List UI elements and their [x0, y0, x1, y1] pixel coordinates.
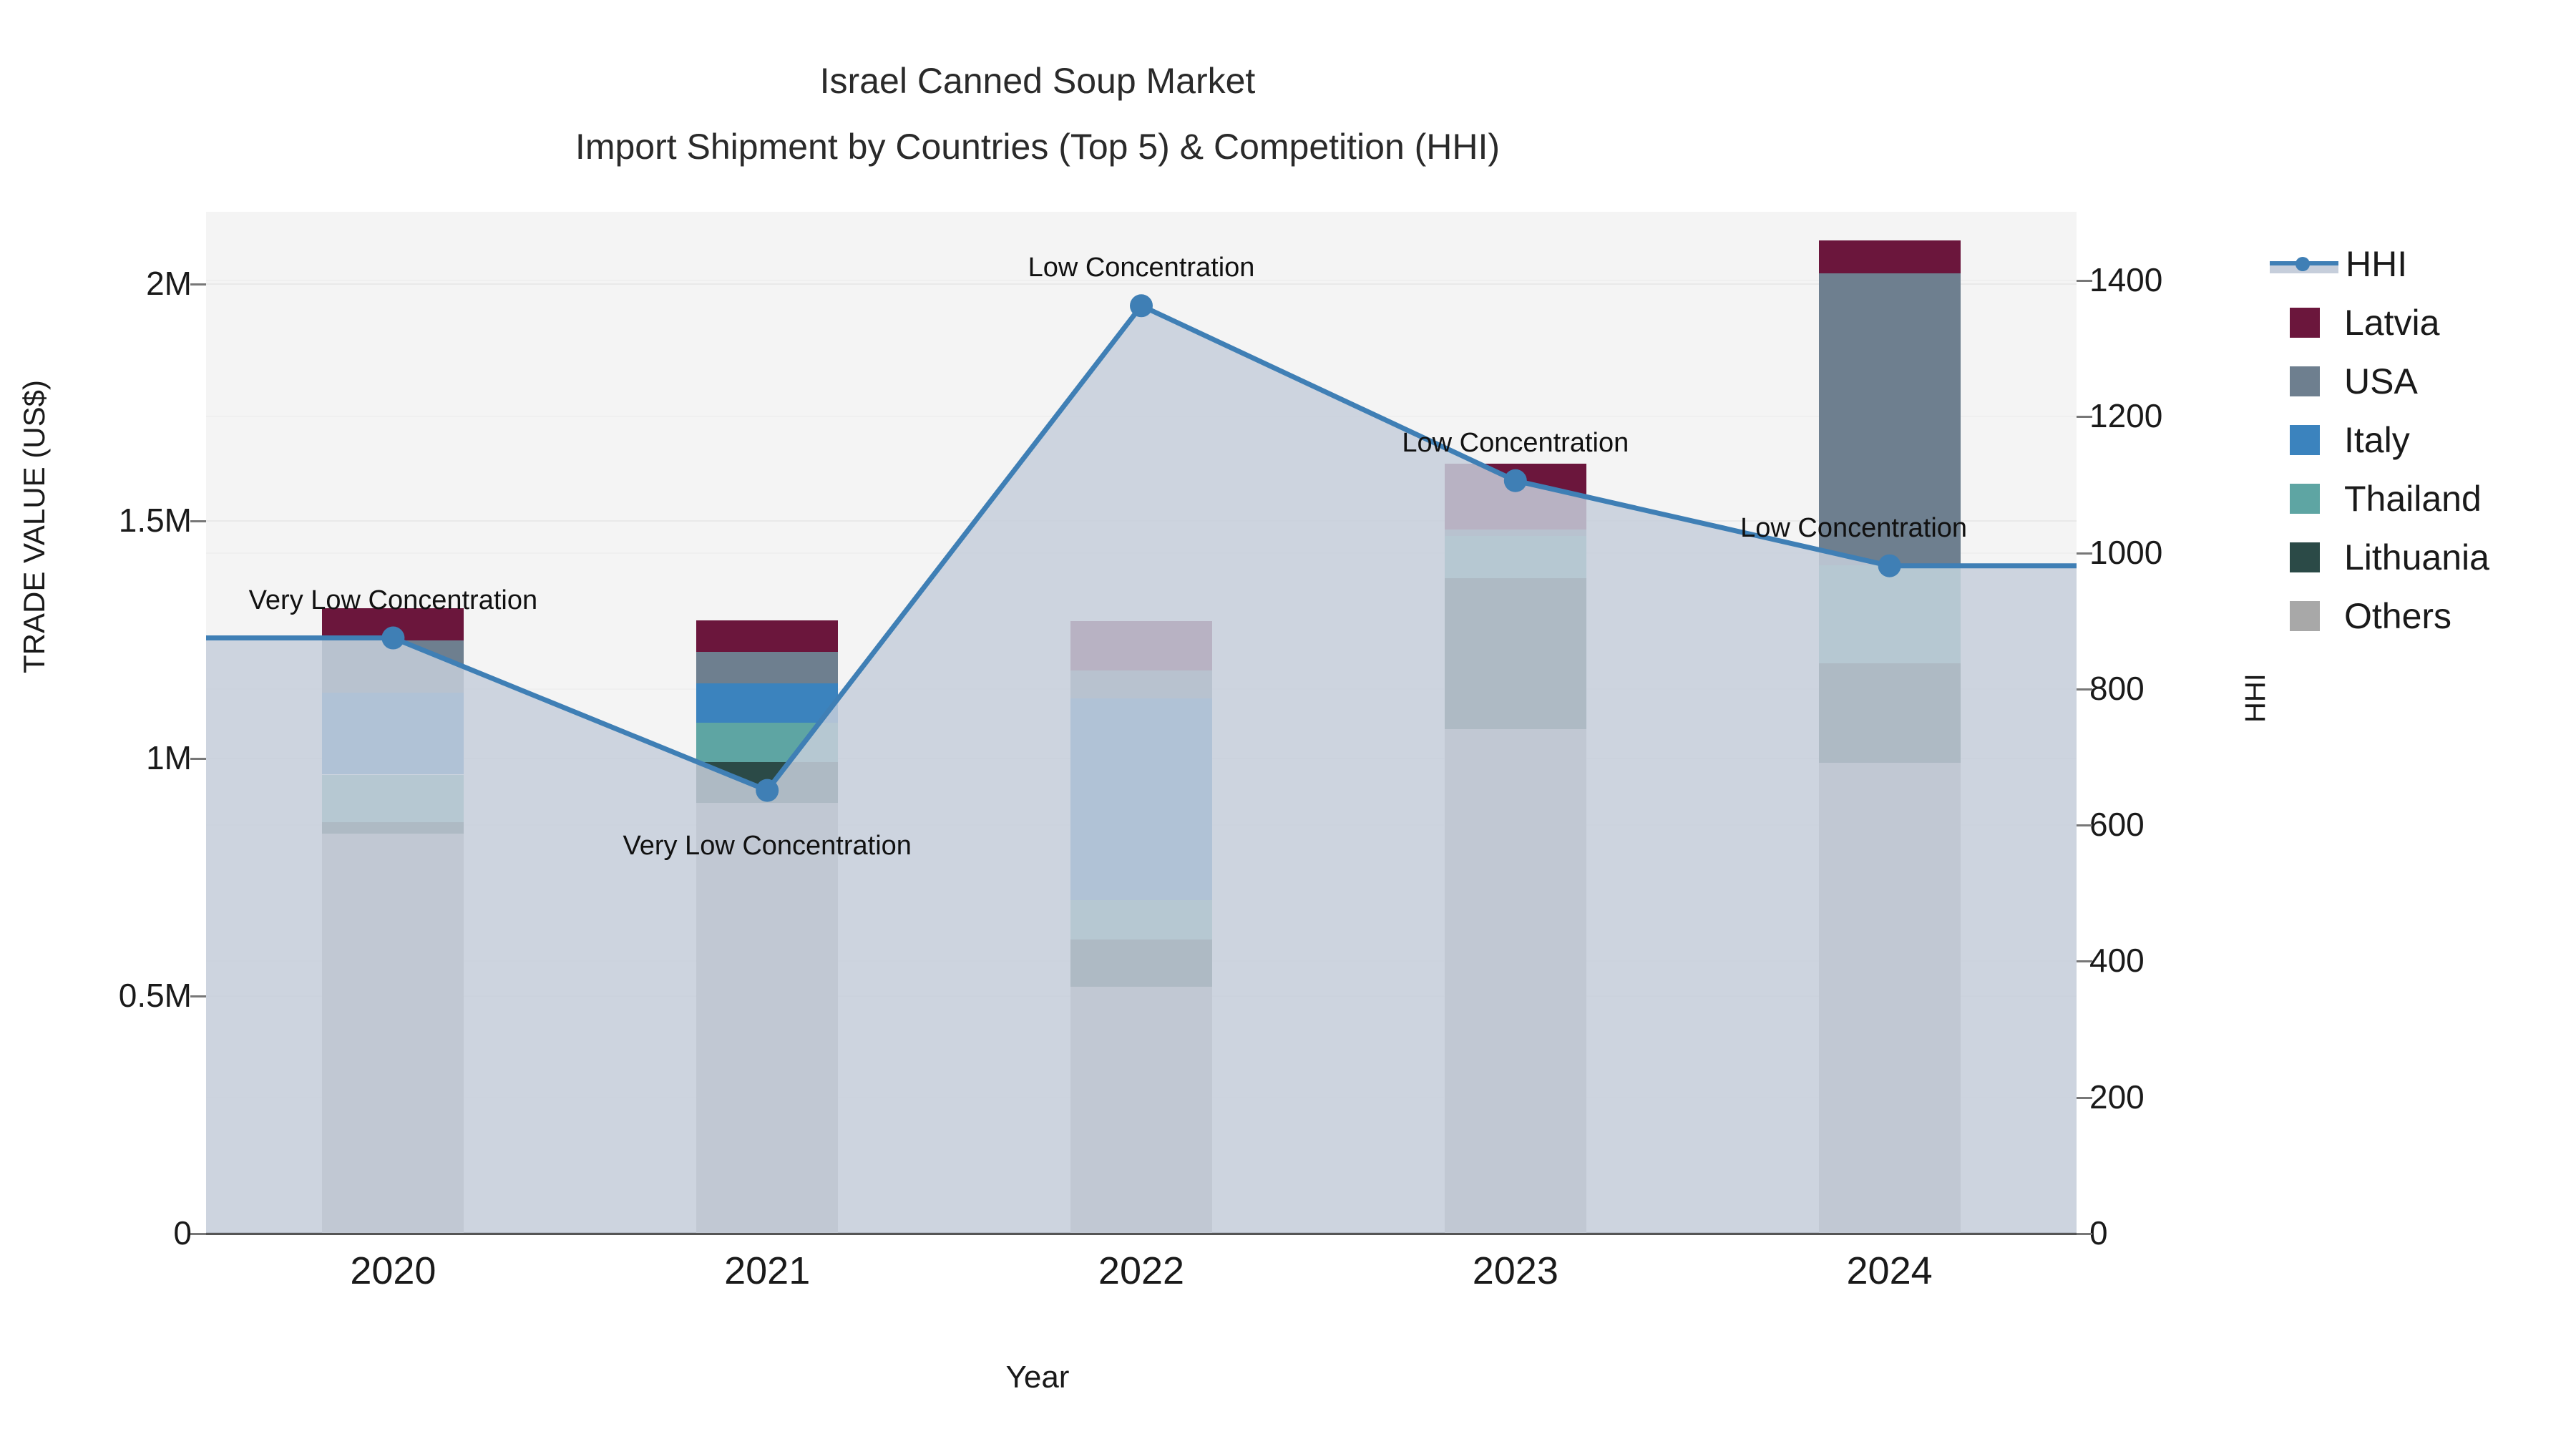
- legend-swatch-icon-thailand: [2290, 484, 2320, 514]
- x-tick-2021[interactable]: 2021: [724, 1249, 811, 1292]
- y-tick-left-2M: 2M: [146, 264, 192, 302]
- legend-label: HHI: [2346, 244, 2408, 284]
- y-tickmark-left-0: [190, 1233, 206, 1235]
- y-tickmark-right-1200: [2077, 416, 2092, 419]
- x-tick-2023[interactable]: 2023: [1472, 1249, 1558, 1292]
- y-tickmark-right-1400: [2077, 280, 2092, 283]
- y-tickmark-right-800: [2077, 688, 2092, 691]
- bar-segment-thailand-2022[interactable]: [1070, 899, 1212, 940]
- bar-segment-usa-2021[interactable]: [696, 652, 839, 684]
- y-tick-right-1400: 1400: [2089, 261, 2163, 299]
- x-axis-line: [206, 1232, 2077, 1235]
- y-tick-right-800: 800: [2089, 669, 2145, 707]
- y-tick-left-1.5M: 1.5M: [118, 502, 192, 540]
- bar-segment-italy-2021[interactable]: [696, 683, 839, 723]
- y-tickmark-left-1M: [190, 758, 206, 761]
- bar-segment-thailand-2020[interactable]: [322, 774, 464, 822]
- bar-segment-usa-2022[interactable]: [1070, 670, 1212, 698]
- y-axis-left-label: TRADE VALUE (US$): [17, 380, 51, 673]
- x-tick-2022[interactable]: 2022: [1098, 1249, 1185, 1292]
- legend-swatch-icon-latvia: [2290, 308, 2320, 338]
- bar-segment-lithuania-2024[interactable]: [1818, 663, 1961, 763]
- bar-segment-latvia-2022[interactable]: [1070, 621, 1212, 671]
- legend-label: Thailand: [2344, 479, 2482, 519]
- bar-segment-others-2020[interactable]: [322, 834, 464, 1233]
- stacked-bar-2020[interactable]: [322, 212, 464, 1233]
- legend-item-italy[interactable]: Italy: [2270, 411, 2570, 469]
- legend-swatch-icon-italy: [2290, 425, 2320, 455]
- bar-segment-usa-2020[interactable]: [322, 640, 464, 693]
- bar-segment-lithuania-2021[interactable]: [696, 762, 839, 804]
- annotation-2023: Low Concentration: [1402, 427, 1629, 458]
- gridline-left-4: [206, 283, 2077, 285]
- y-tickmark-right-200: [2077, 1096, 2092, 1099]
- y-tickmark-left-1.5M: [190, 520, 206, 523]
- bar-segment-italy-2020[interactable]: [322, 692, 464, 775]
- y-tickmark-right-600: [2077, 824, 2092, 827]
- legend-label: USA: [2344, 361, 2418, 401]
- bar-segment-latvia-2024[interactable]: [1818, 240, 1961, 274]
- legend-label: Lithuania: [2344, 537, 2489, 577]
- y-tick-right-1000: 1000: [2089, 533, 2163, 571]
- y-tickmark-right-1000: [2077, 552, 2092, 555]
- stacked-bar-2022[interactable]: [1070, 212, 1212, 1233]
- legend-swatch-icon-usa: [2290, 366, 2320, 396]
- legend-item-others[interactable]: Others: [2270, 587, 2570, 645]
- chart-title: Israel Canned Soup Market Import Shipmen…: [0, 63, 2075, 165]
- bar-segment-others-2024[interactable]: [1818, 762, 1961, 1233]
- legend-label: Latvia: [2344, 303, 2440, 343]
- annotation-2021: Very Low Concentration: [623, 830, 912, 861]
- x-tick-2024[interactable]: 2024: [1846, 1249, 1933, 1292]
- y-tick-left-0.5M: 0.5M: [118, 977, 192, 1015]
- y-tick-right-1200: 1200: [2089, 397, 2163, 435]
- annotation-2022: Low Concentration: [1028, 253, 1255, 283]
- legend-line-marker-icon: [2270, 249, 2338, 279]
- y-tick-left-1M: 1M: [146, 739, 192, 777]
- annotation-2024: Low Concentration: [1740, 512, 1968, 543]
- legend-swatch-icon-others: [2290, 601, 2320, 631]
- bar-segment-others-2021[interactable]: [696, 803, 839, 1233]
- legend: HHI Latvia USA Italy Thailand Lithuania Others: [2270, 235, 2570, 645]
- y-tick-right-600: 600: [2089, 806, 2145, 844]
- legend-item-thailand[interactable]: Thailand: [2270, 469, 2570, 528]
- legend-item-usa[interactable]: USA: [2270, 352, 2570, 411]
- y-axis-right-label: HHI: [2240, 673, 2271, 723]
- x-tick-2020[interactable]: 2020: [350, 1249, 436, 1292]
- chart-title-line-2: Import Shipment by Countries (Top 5) & C…: [575, 127, 1501, 167]
- y-tickmark-left-0.5M: [190, 995, 206, 998]
- bar-segment-usa-2023[interactable]: [1444, 530, 1586, 536]
- bar-segment-thailand-2024[interactable]: [1818, 565, 1961, 663]
- bar-segment-latvia-2023[interactable]: [1444, 464, 1586, 530]
- legend-swatch-icon-lithuania: [2290, 542, 2320, 572]
- bar-segment-italy-2022[interactable]: [1070, 698, 1212, 900]
- stacked-bar-2021[interactable]: [696, 212, 839, 1233]
- bar-segment-lithuania-2022[interactable]: [1070, 940, 1212, 987]
- y-tick-left-0: 0: [173, 1214, 192, 1252]
- bar-segment-thailand-2021[interactable]: [696, 723, 839, 763]
- stacked-bar-2023[interactable]: [1444, 212, 1586, 1233]
- y-tickmark-left-2M: [190, 283, 206, 286]
- legend-item-lithuania[interactable]: Lithuania: [2270, 528, 2570, 587]
- bar-segment-lithuania-2020[interactable]: [322, 821, 464, 834]
- annotation-2020: Very Low Concentration: [248, 585, 538, 615]
- stacked-bar-2024[interactable]: [1818, 212, 1961, 1233]
- bar-segment-latvia-2021[interactable]: [696, 620, 839, 653]
- y-tickmark-right-400: [2077, 960, 2092, 963]
- gridline-right-6: [206, 280, 2077, 282]
- bar-segment-thailand-2023[interactable]: [1444, 535, 1586, 579]
- chart-title-line-1: Israel Canned Soup Market: [819, 61, 1256, 101]
- bar-segment-others-2022[interactable]: [1070, 987, 1212, 1233]
- y-tick-right-200: 200: [2089, 1078, 2145, 1116]
- bar-segment-others-2023[interactable]: [1444, 729, 1586, 1233]
- y-tickmark-right-0: [2077, 1233, 2092, 1235]
- legend-item-latvia[interactable]: Latvia: [2270, 293, 2570, 352]
- x-axis-label: Year: [1005, 1360, 1070, 1395]
- legend-item-hhi[interactable]: HHI: [2270, 235, 2570, 293]
- y-tick-right-0: 0: [2089, 1214, 2108, 1252]
- legend-label: Italy: [2344, 420, 2410, 460]
- legend-label: Others: [2344, 596, 2452, 636]
- bar-segment-lithuania-2023[interactable]: [1444, 578, 1586, 730]
- y-tick-right-400: 400: [2089, 942, 2145, 980]
